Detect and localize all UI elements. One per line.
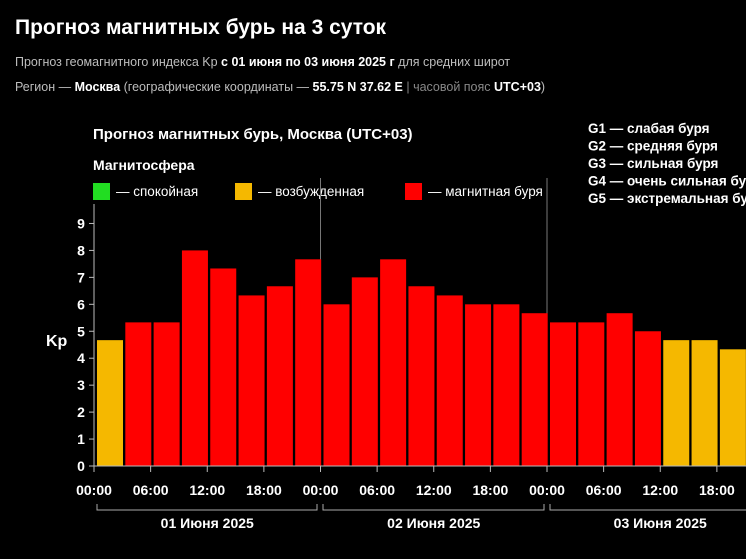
y-tick-label: 9 — [77, 215, 85, 231]
kp-bar — [436, 295, 463, 466]
kp-bar — [181, 250, 208, 466]
region-name: Москва — [74, 80, 121, 94]
kp-bar — [323, 304, 350, 466]
forecast-subtitle: Прогноз геомагнитного индекса Kp с 01 ию… — [15, 55, 510, 69]
y-tick-label: 1 — [77, 431, 85, 447]
y-axis-label: Kp — [46, 333, 68, 350]
kp-bar — [266, 286, 293, 466]
day-bracket — [549, 504, 746, 511]
date-range: с 01 июня по 03 июня 2025 г — [221, 55, 395, 69]
y-tick-label: 6 — [77, 296, 85, 312]
kp-bar — [578, 322, 605, 466]
g-scale-item: G2 — средняя буря — [588, 139, 718, 154]
x-tick-label: 00:00 — [303, 482, 339, 498]
subtitle-suffix: для средних широт — [394, 55, 511, 69]
legend-swatch — [405, 183, 422, 200]
day-label: 03 Июня 2025 — [614, 515, 707, 531]
x-tick-label: 06:00 — [133, 482, 169, 498]
kp-bar — [634, 331, 661, 466]
x-tick-label: 00:00 — [529, 482, 565, 498]
y-tick-label: 8 — [77, 242, 85, 258]
chart-title: Прогноз магнитных бурь, Москва (UTC+03) — [93, 126, 413, 143]
kp-bar — [465, 304, 492, 466]
subtitle-prefix: Прогноз геомагнитного индекса Kp — [15, 55, 222, 69]
x-tick-label: 18:00 — [472, 482, 508, 498]
kp-bar — [521, 313, 548, 466]
x-tick-label: 12:00 — [642, 482, 678, 498]
day-bracket — [96, 504, 318, 511]
kp-bar — [380, 259, 407, 466]
x-tick-label: 12:00 — [189, 482, 225, 498]
region-info: Регион — Москва (географические координа… — [15, 80, 545, 94]
axes: 0 1 2 3 4 5 6 7 8 9 00:00 06:00 12:00 18:00 00:00 06:00… — [76, 204, 746, 531]
timezone-prefix: | часовой пояс — [402, 80, 494, 94]
g-scale-item: G3 — сильная буря — [588, 156, 718, 171]
g-scale-item: G4 — очень сильная буря — [588, 174, 746, 189]
x-tick-label: 18:00 — [699, 482, 735, 498]
kp-bar — [125, 322, 152, 466]
x-tick-label: 18:00 — [246, 482, 282, 498]
x-tick-label: 00:00 — [76, 482, 112, 498]
y-tick-label: 2 — [77, 404, 85, 420]
g-scale-item: G1 — слабая буря — [588, 121, 710, 136]
day-label: 01 Июня 2025 — [161, 515, 254, 531]
region-close: ) — [540, 80, 546, 94]
legend-label: — спокойная — [116, 184, 198, 199]
y-tick-label: 0 — [77, 458, 85, 474]
kp-bar — [210, 268, 237, 466]
g-scale-item: G5 — экстремальная буря — [588, 191, 746, 206]
kp-bar — [550, 322, 576, 466]
region-prefix: Регион — — [15, 80, 75, 94]
legend-swatch — [235, 183, 252, 200]
page-title: Прогноз магнитных бурь на 3 суток — [15, 16, 387, 39]
legend-label: — возбужденная — [258, 184, 364, 199]
kp-bar — [351, 277, 378, 466]
y-tick-label: 7 — [77, 269, 85, 285]
kp-bar — [606, 313, 633, 466]
x-tick-label: 06:00 — [586, 482, 622, 498]
coords-prefix: (географические координаты — — [120, 80, 313, 94]
g-scale-legend: G1 — слабая буря G2 — средняя буря G3 — си… — [588, 121, 746, 206]
kp-bar — [238, 295, 265, 466]
coordinates: 55.75 N 37.62 E — [312, 80, 403, 94]
legend-title: Магнитосфера — [93, 157, 195, 173]
legend: — спокойная — возбужденная — магнитная бур… — [93, 183, 543, 200]
kp-bar — [691, 340, 718, 466]
timezone: UTC+03 — [494, 80, 541, 94]
kp-bar — [719, 349, 746, 466]
kp-bar — [295, 259, 322, 466]
day-label: 02 Июня 2025 — [387, 515, 480, 531]
kp-bar — [493, 304, 520, 466]
kp-bar — [408, 286, 435, 466]
day-bracket — [322, 504, 545, 511]
kp-bar — [663, 340, 690, 466]
kp-bar — [97, 340, 123, 466]
legend-label: — магнитная буря — [428, 184, 543, 199]
x-tick-label: 06:00 — [359, 482, 395, 498]
y-tick-label: 5 — [77, 323, 85, 339]
bars — [97, 250, 746, 466]
kp-bar — [153, 322, 180, 466]
y-tick-label: 3 — [77, 377, 85, 393]
y-tick-label: 4 — [77, 350, 85, 366]
x-tick-label: 12:00 — [416, 482, 452, 498]
legend-swatch — [93, 183, 110, 200]
